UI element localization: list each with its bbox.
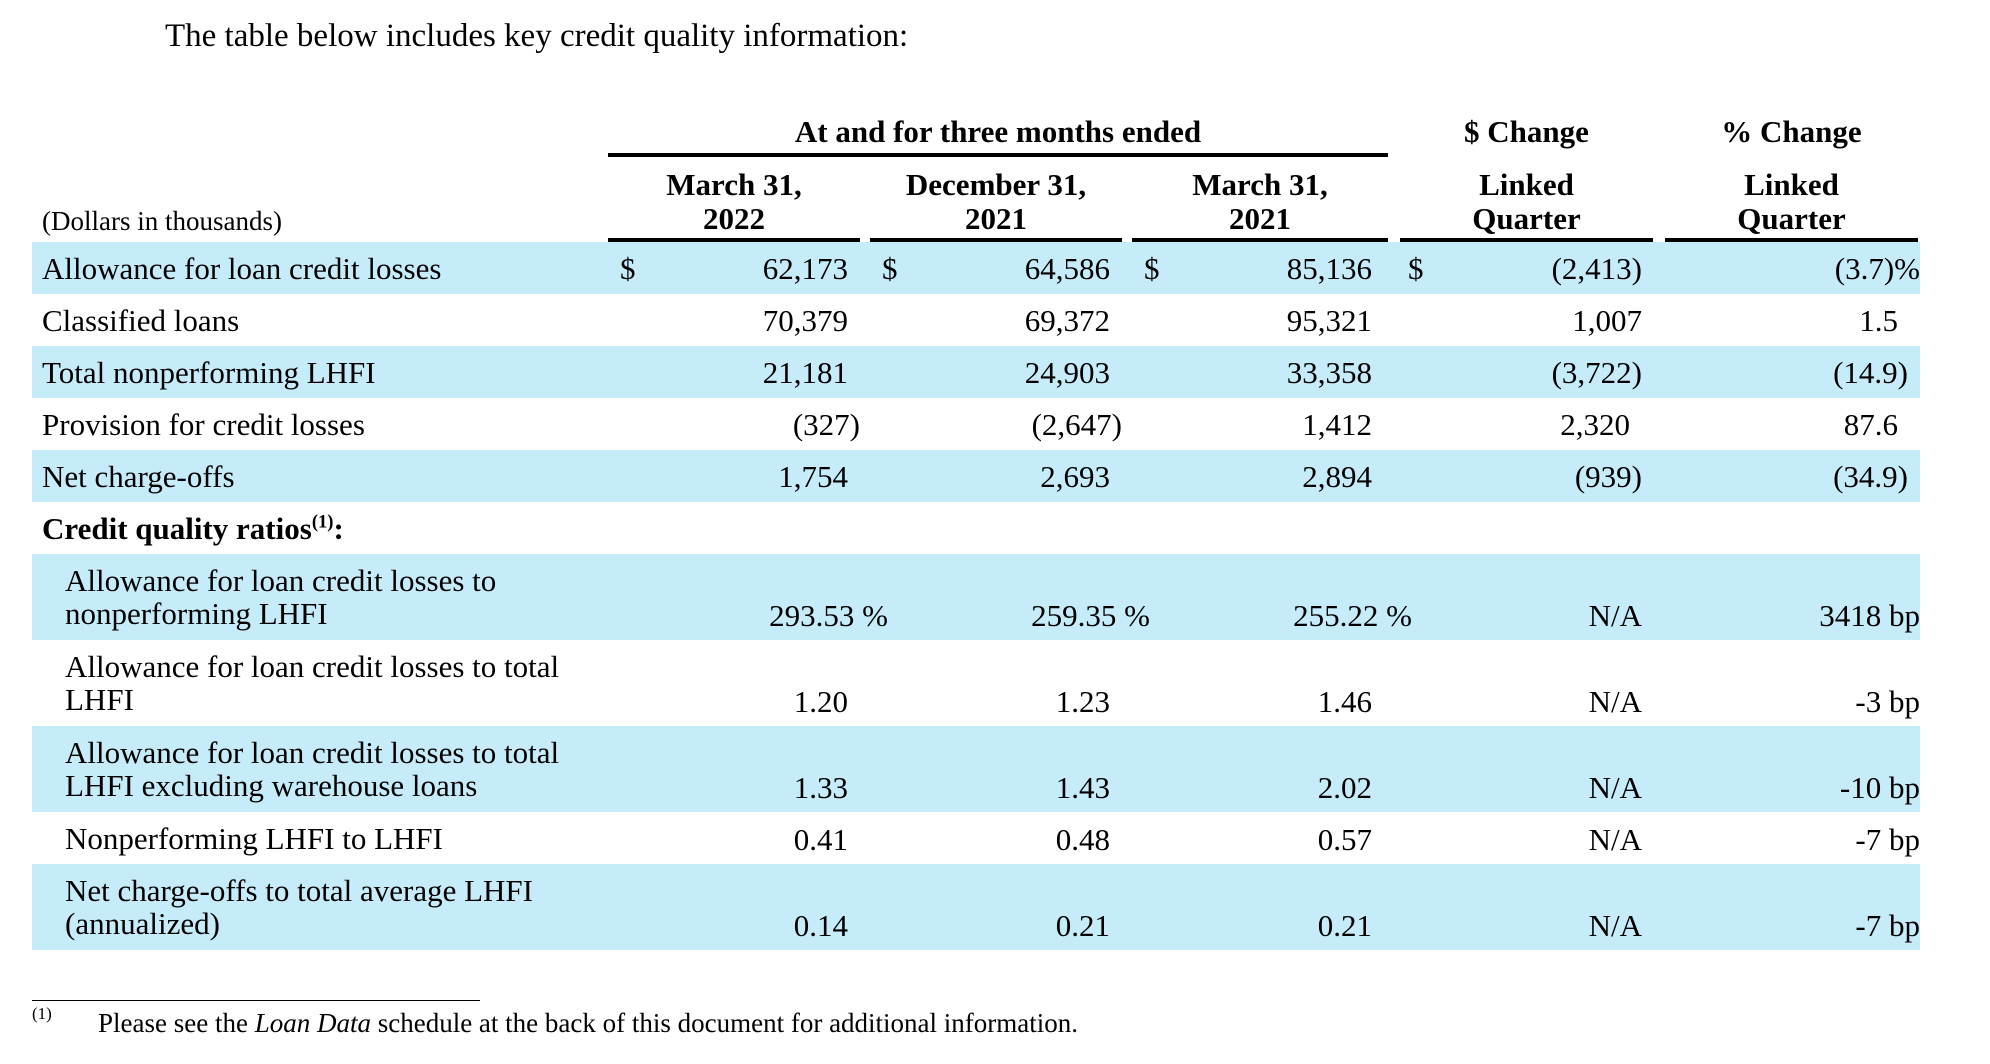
footnote-ref: (1) (311, 511, 334, 533)
table-row: Provision for credit losses (327) (2,647… (32, 398, 1920, 450)
value-mar-2022: 1.33 (793, 770, 848, 805)
row-label: Net charge-offs (42, 459, 235, 494)
value-dec-2021: 0.48 (1055, 822, 1110, 857)
ratio-label: Nonperforming LHFI to LHFI (65, 821, 443, 856)
value-mar-2021: 255.22 % (1293, 598, 1412, 633)
value-pct-change: -10 bp (1839, 770, 1920, 805)
row-label: Provision for credit losses (42, 407, 365, 442)
row-label: Allowance for loan credit losses (42, 251, 442, 286)
value-mar-2021: 33,358 (1286, 355, 1372, 390)
col-rule-mar-2021 (1132, 238, 1388, 242)
col-header-linked-quarter-pct: Linked Quarter (1737, 167, 1846, 236)
value-mar-2022: 62,173 (762, 251, 848, 286)
currency-symbol: $ (1408, 251, 1424, 286)
col-rule-mar-2022 (608, 238, 860, 242)
currency-symbol: $ (620, 251, 636, 286)
value-mar-2021: 0.21 (1317, 908, 1372, 943)
loan-data-reference: Loan Data (254, 1008, 371, 1038)
ratio-row: Allowance for loan credit losses to nonpe… (32, 554, 1920, 640)
col-header-mar-2021: March 31, 2021 (1192, 167, 1328, 236)
table-row: Net charge-offs 1,754 2,693 2,894 (939) … (32, 450, 1920, 502)
value-pct-change: 87.6 (1843, 407, 1898, 442)
ratio-label: Net charge-offs to total average LHFI (an… (65, 873, 533, 941)
value-mar-2022: 0.14 (793, 908, 848, 943)
ratio-label: Allowance for loan credit losses to tota… (65, 649, 560, 717)
value-mar-2022: 293.53 % (769, 598, 888, 633)
value-mar-2021: 95,321 (1286, 303, 1372, 338)
value-dec-2021: 0.21 (1055, 908, 1110, 943)
value-mar-2021: 1,412 (1302, 407, 1372, 442)
value-dec-2021: 64,586 (1024, 251, 1110, 286)
value-dollar-change: N/A (1588, 770, 1642, 805)
row-label: Classified loans (42, 303, 240, 338)
value-pct-change: (34.9) (1833, 459, 1908, 494)
value-pct-change: (14.9) (1833, 355, 1908, 390)
value-dollar-change: (2,413) (1551, 251, 1642, 286)
footnote-rule (32, 1000, 480, 1001)
value-mar-2022: 0.41 (793, 822, 848, 857)
value-pct-change: (3.7)% (1834, 251, 1920, 286)
value-dec-2021: (2,647) (1031, 407, 1122, 442)
table-row: Total nonperforming LHFI 21,181 24,903 3… (32, 346, 1920, 398)
value-dollar-change: N/A (1588, 908, 1642, 943)
value-mar-2022: 21,181 (762, 355, 848, 390)
footnote-text: Please see the Loan Data schedule at the… (98, 1008, 1079, 1038)
value-dec-2021: 2,693 (1040, 459, 1110, 494)
row-label: Total nonperforming LHFI (42, 355, 376, 390)
units-label: (Dollars in thousands) (42, 206, 282, 236)
ratios-heading: Credit quality ratios(1): (42, 511, 344, 546)
value-dollar-change: N/A (1588, 684, 1642, 719)
value-dec-2021: 259.35 % (1031, 598, 1150, 633)
col-rule-pct-change (1665, 238, 1918, 242)
value-dec-2021: 1.23 (1055, 684, 1110, 719)
table-row: Allowance for loan credit losses $ 62,17… (32, 242, 1920, 294)
value-mar-2022: 70,379 (762, 303, 848, 338)
ratio-row: Nonperforming LHFI to LHFI 0.41 0.48 0.5… (32, 812, 1920, 864)
value-pct-change: -7 bp (1855, 908, 1920, 943)
value-mar-2021: 0.57 (1317, 822, 1372, 857)
value-pct-change: -3 bp (1855, 684, 1920, 719)
footnote-mark: (1) (32, 1004, 52, 1023)
col-header-mar-2022: March 31, 2022 (666, 167, 802, 236)
value-dec-2021: 1.43 (1055, 770, 1110, 805)
value-mar-2021: 85,136 (1286, 251, 1372, 286)
header-pct-change: % Change (1721, 114, 1862, 149)
col-rule-dollar-change (1400, 238, 1653, 242)
value-dollar-change: 2,320 (1560, 407, 1630, 442)
value-dollar-change: N/A (1588, 822, 1642, 857)
table-row: Classified loans 70,379 69,372 95,321 1,… (32, 294, 1920, 346)
header-group-rule (608, 153, 1388, 157)
value-dollar-change: N/A (1588, 598, 1642, 633)
value-mar-2022: (327) (792, 407, 860, 442)
value-pct-change: 1.5 (1859, 303, 1898, 338)
value-mar-2021: 1.46 (1317, 684, 1372, 719)
header-group-title: At and for three months ended (794, 114, 1202, 149)
value-mar-2021: 2.02 (1317, 770, 1372, 805)
ratios-heading-row: Credit quality ratios(1): (32, 502, 1920, 554)
value-dec-2021: 69,372 (1024, 303, 1110, 338)
value-pct-change: 3418 bp (1819, 598, 1920, 633)
ratio-row: Allowance for loan credit losses to tota… (32, 640, 1920, 726)
ratio-row: Allowance for loan credit losses to tota… (32, 726, 1920, 812)
currency-symbol: $ (882, 251, 898, 286)
ratio-label: Allowance for loan credit losses to tota… (65, 735, 560, 803)
ratio-row: Net charge-offs to total average LHFI (an… (32, 864, 1920, 950)
intro-text: The table below includes key credit qual… (165, 18, 909, 54)
value-mar-2022: 1.20 (793, 684, 848, 719)
value-dollar-change: (3,722) (1551, 355, 1642, 390)
col-rule-dec-2021 (870, 238, 1122, 242)
value-mar-2022: 1,754 (778, 459, 848, 494)
value-mar-2021: 2,894 (1302, 459, 1372, 494)
value-dec-2021: 24,903 (1024, 355, 1110, 390)
currency-symbol: $ (1144, 251, 1160, 286)
ratio-label: Allowance for loan credit losses to nonpe… (65, 563, 497, 631)
header-dollar-change: $ Change (1464, 114, 1589, 149)
value-dollar-change: 1,007 (1572, 303, 1642, 338)
value-pct-change: -7 bp (1855, 822, 1920, 857)
col-header-linked-quarter-dollar: Linked Quarter (1472, 167, 1581, 236)
value-dollar-change: (939) (1574, 459, 1642, 494)
col-header-dec-2021: December 31, 2021 (905, 167, 1087, 236)
